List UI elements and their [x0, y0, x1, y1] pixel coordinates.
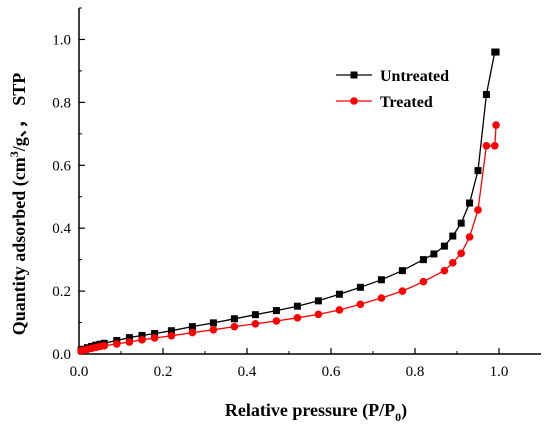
data-point [356, 283, 364, 291]
data-point [457, 249, 466, 258]
y-tick-label: 1.0 [52, 32, 71, 48]
legend-label: Treated [380, 94, 433, 111]
data-point [293, 314, 302, 322]
data-point [482, 141, 491, 150]
data-point [138, 336, 146, 344]
data-point [335, 290, 343, 298]
data-point [209, 319, 217, 327]
data-point [230, 315, 238, 323]
data-point [398, 267, 406, 275]
data-point [419, 277, 428, 286]
data-point [272, 307, 280, 315]
data-point [125, 334, 133, 342]
y-tick-label: 0.6 [52, 158, 71, 174]
data-point [335, 306, 344, 314]
data-point [151, 330, 159, 338]
legend-marker [350, 71, 358, 79]
data-point [440, 242, 448, 250]
data-point [188, 328, 197, 337]
data-point [430, 250, 438, 258]
data-point [100, 342, 108, 350]
x-tick-label: 0.6 [322, 364, 341, 380]
y-tick-label: 0.4 [52, 221, 71, 237]
series-layer [77, 48, 500, 355]
data-point [419, 256, 427, 264]
data-point [113, 340, 121, 348]
data-point [465, 233, 474, 241]
y-tick-label: 0.8 [52, 95, 71, 111]
data-point [188, 323, 196, 331]
data-point [251, 311, 259, 319]
data-point [440, 266, 449, 275]
data-point [356, 300, 365, 309]
legend-marker [350, 97, 358, 105]
x-axis-title: Relative pressure (P/P0) [225, 400, 407, 424]
legend-label: Untreated [380, 68, 449, 85]
data-point [167, 327, 175, 335]
data-point [138, 331, 146, 339]
series-untreated [77, 48, 500, 354]
data-point [251, 320, 260, 328]
x-tick-label: 0.2 [154, 364, 173, 380]
data-point [230, 322, 239, 331]
y-axis-title: Quantity adsorbed (cm3/g、， STP [7, 73, 30, 336]
data-point [449, 232, 457, 240]
data-point [398, 287, 407, 295]
data-point [150, 334, 159, 342]
series-treated [77, 121, 500, 355]
x-axis-ticks: 0.0 0.2 0.4 0.6 0.8 1.0 [70, 348, 509, 380]
series-line [80, 51, 497, 351]
y-axis-ticks: 0.0 0.2 0.4 0.6 0.8 1.0 [52, 7, 85, 363]
data-point [377, 294, 386, 302]
data-point [491, 141, 499, 150]
data-point [492, 121, 500, 129]
x-tick-label: 0.0 [70, 364, 89, 380]
data-point [377, 276, 385, 284]
data-point [449, 258, 457, 267]
data-point [457, 219, 465, 227]
x-tick-label: 0.4 [238, 364, 257, 380]
data-point [314, 310, 323, 319]
x-tick-label: 0.8 [406, 364, 425, 380]
y-tick-label: 0.2 [52, 284, 71, 300]
legend: Untreated Treated [336, 68, 449, 111]
data-point [466, 199, 474, 207]
x-tick-label: 1.0 [490, 364, 509, 380]
data-point [492, 48, 500, 56]
data-point [209, 325, 218, 334]
data-point [125, 338, 134, 346]
legend-entry: Treated [336, 94, 433, 111]
series-line [80, 124, 497, 352]
data-point [482, 91, 490, 98]
y-tick-label: 0.0 [52, 347, 71, 363]
axes-frame [78, 8, 541, 355]
legend-entry: Untreated [336, 68, 449, 85]
data-point [167, 331, 176, 340]
data-point [272, 317, 281, 325]
data-point [314, 297, 322, 305]
data-point [474, 167, 482, 175]
data-point [293, 302, 301, 310]
data-point [474, 206, 482, 214]
